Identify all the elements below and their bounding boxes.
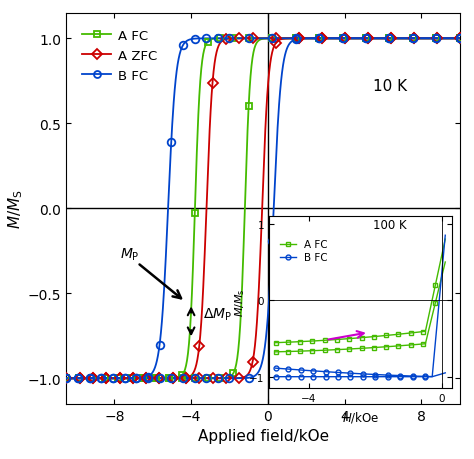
Text: $\Delta M_\mathrm{P}$: $\Delta M_\mathrm{P}$ [202, 306, 232, 322]
Text: $M_\mathrm{P}$: $M_\mathrm{P}$ [120, 246, 139, 263]
Text: 10 K: 10 K [374, 79, 408, 94]
X-axis label: Applied field/kOe: Applied field/kOe [198, 428, 328, 443]
Y-axis label: $M/M_\mathrm{S}$: $M/M_\mathrm{S}$ [6, 189, 25, 229]
Legend: A FC, A ZFC, B FC: A FC, A ZFC, B FC [77, 24, 162, 88]
